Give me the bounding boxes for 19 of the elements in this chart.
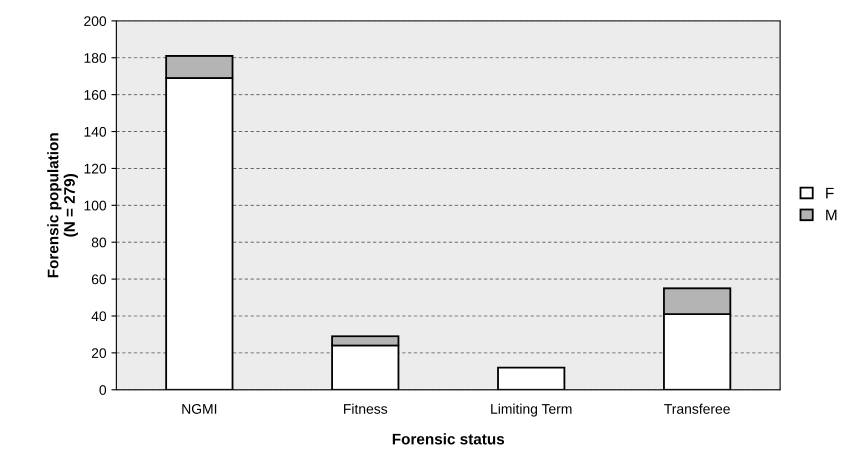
y-tick-label: 80 bbox=[92, 238, 106, 248]
y-tick-label: 20 bbox=[92, 348, 106, 358]
legend-label: F bbox=[826, 188, 834, 198]
x-tick-label: Transferee bbox=[664, 404, 730, 414]
y-tick-label: 200 bbox=[84, 16, 106, 26]
x-tick-label: Limiting Term bbox=[491, 404, 572, 417]
y-tick-label: 180 bbox=[84, 53, 106, 63]
y-tick-label: 160 bbox=[84, 90, 106, 100]
legend-label: M bbox=[826, 210, 836, 220]
y-tick-label: 140 bbox=[84, 126, 106, 137]
x-tick-label: NGMI bbox=[182, 404, 216, 414]
y-tick-label: 100 bbox=[84, 200, 106, 210]
x-tick-label: Fitness bbox=[344, 404, 388, 414]
y-tick-label: 0 bbox=[99, 385, 106, 395]
y-tick-label: 120 bbox=[84, 164, 106, 174]
y-tick-label: 40 bbox=[92, 311, 106, 322]
y-tick-label: 60 bbox=[92, 274, 106, 284]
x-axis-title: Forensic status bbox=[392, 433, 504, 444]
y-axis-title: Forensic population (N = 279) bbox=[47, 133, 78, 278]
